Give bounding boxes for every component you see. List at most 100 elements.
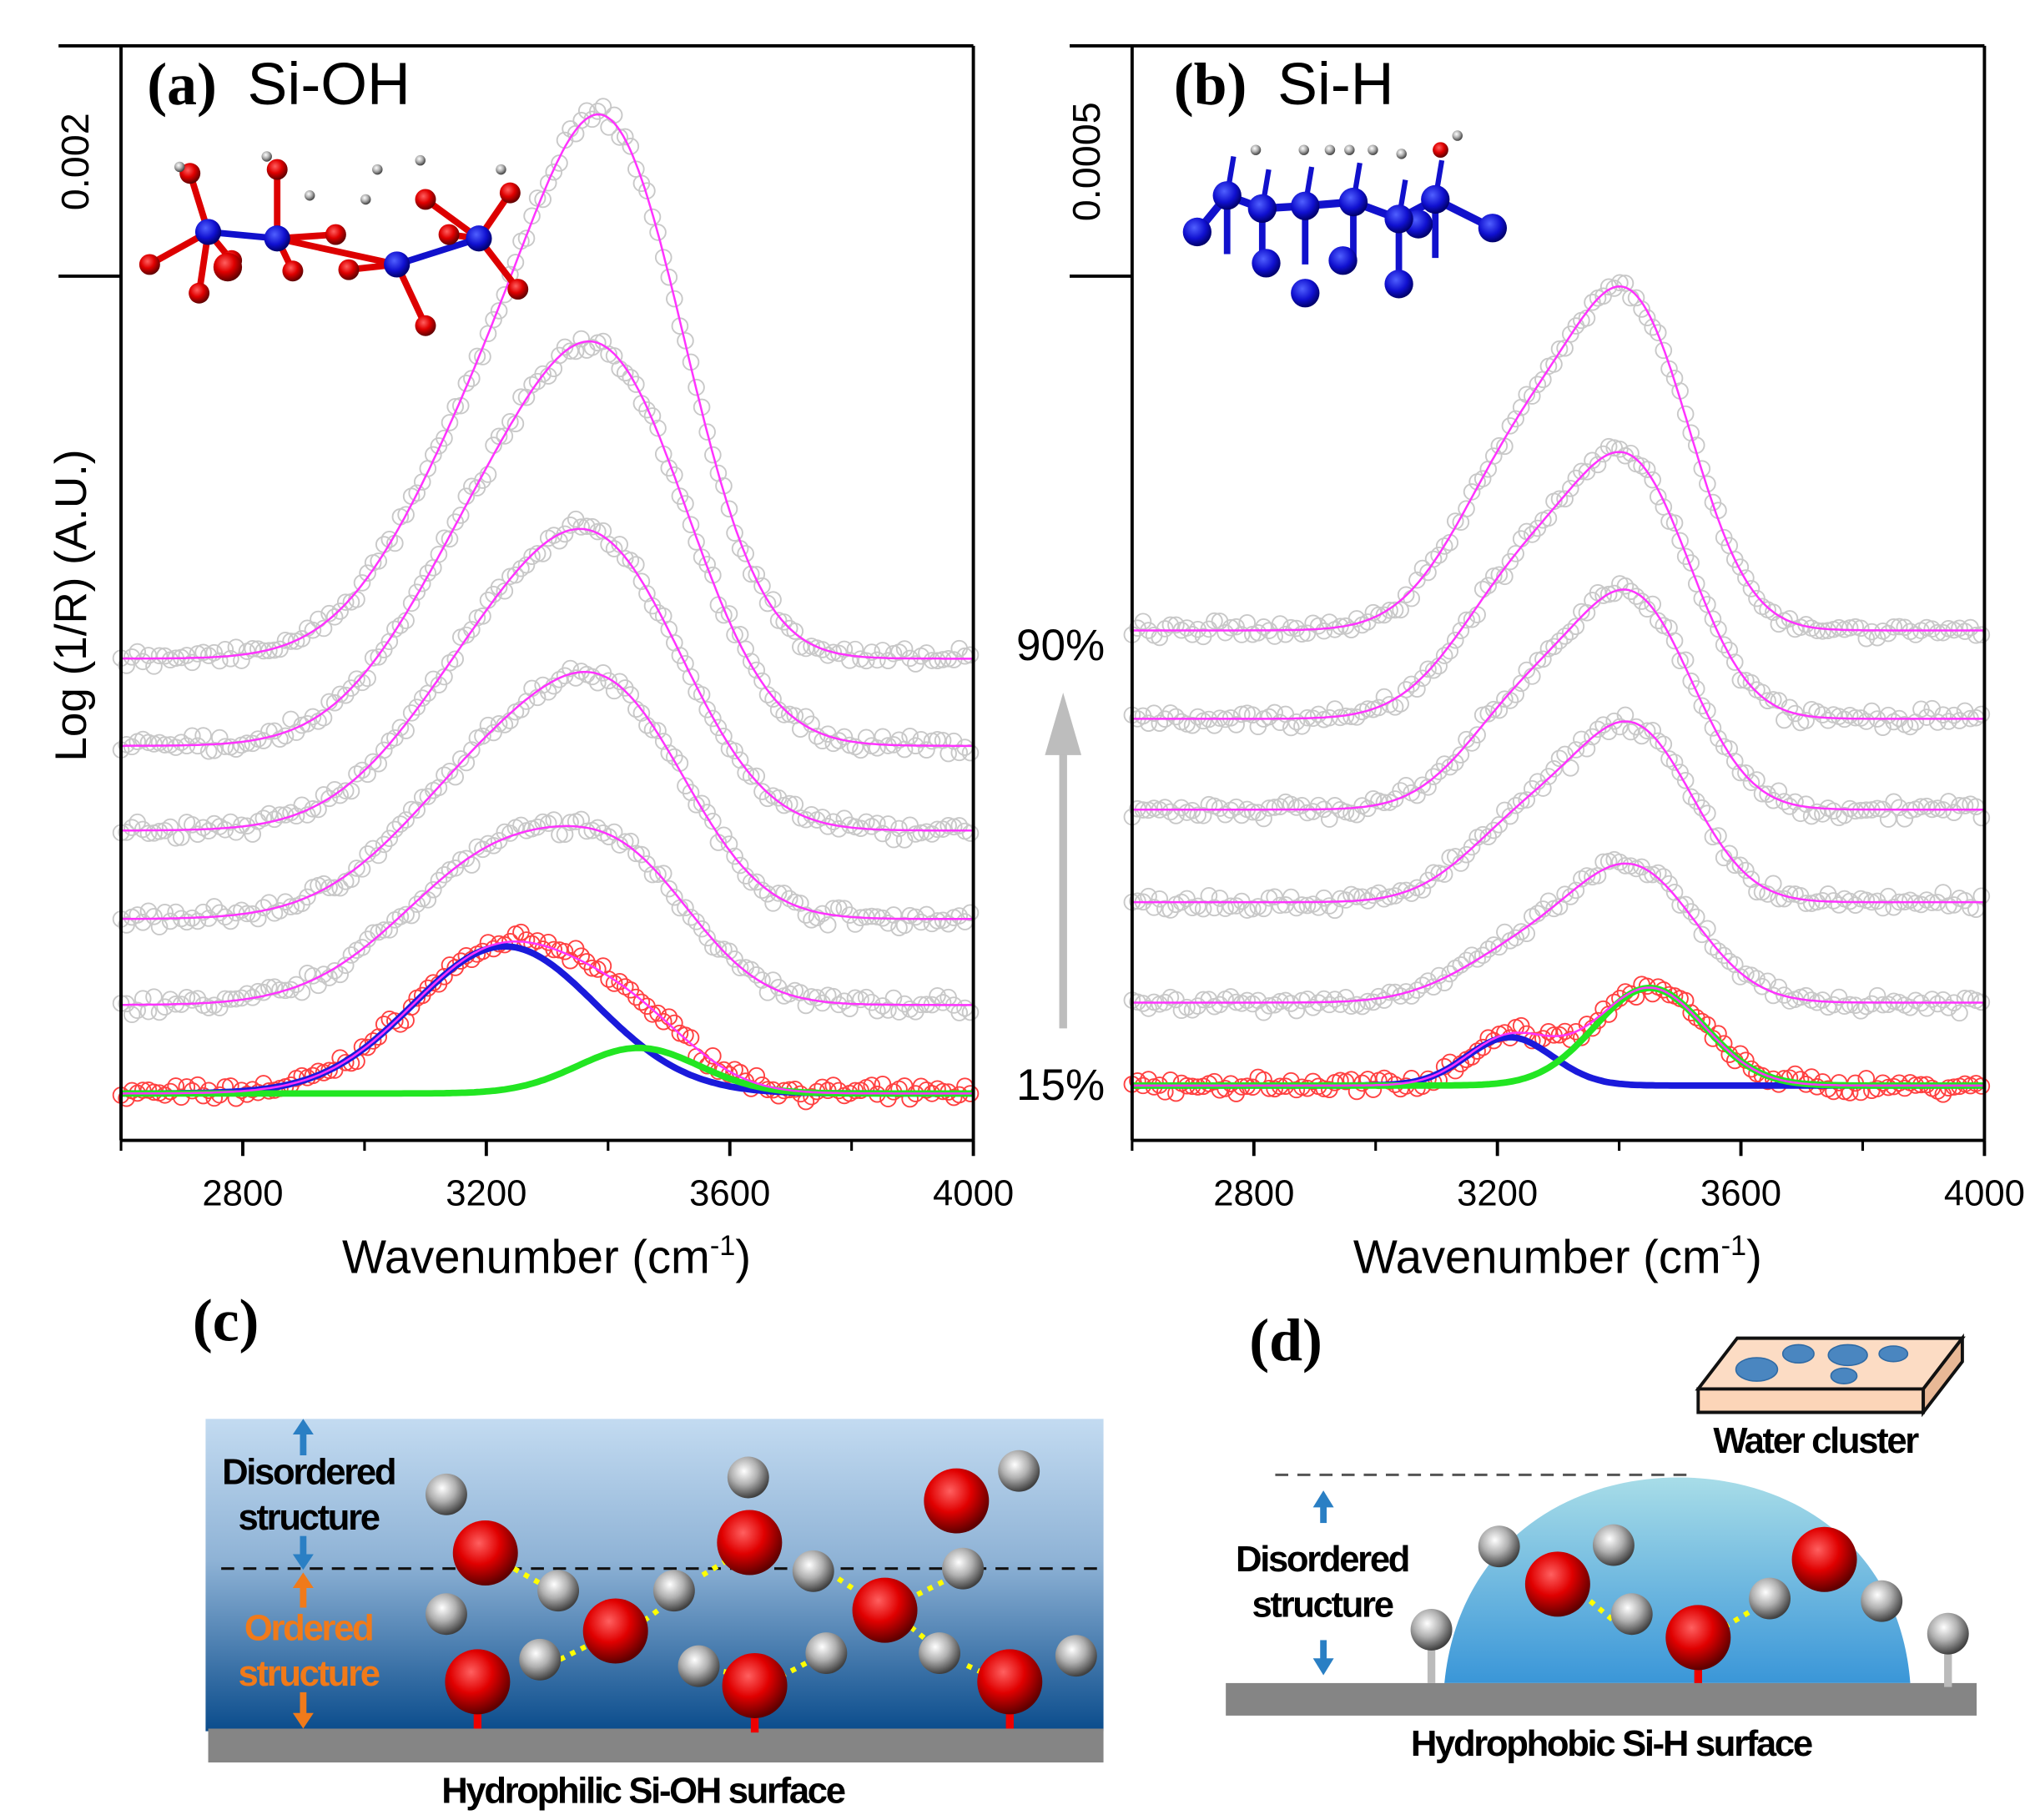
data-point [666, 290, 683, 308]
data-point [961, 646, 980, 664]
silicon-atom [384, 251, 411, 278]
panel-b-scale-bar-label: 0.0005 [1065, 102, 1108, 221]
water-droplet [1444, 1477, 1911, 1683]
data-point [244, 734, 262, 753]
data-point [1841, 619, 1859, 637]
data-point [1293, 896, 1311, 914]
data-point [562, 659, 579, 678]
data-point [189, 645, 207, 663]
x-tick-label: 4000 [933, 1173, 1014, 1214]
data-point [1347, 610, 1366, 628]
data-point [342, 679, 360, 697]
data-point [1435, 537, 1453, 555]
data-point [1550, 632, 1569, 650]
panel-a-title: (a) Si-OH [147, 51, 411, 118]
data-point [742, 768, 760, 785]
data-point [622, 138, 640, 155]
data-point [1644, 318, 1662, 336]
data-point [336, 782, 355, 799]
data-point [254, 642, 273, 660]
silicon-atom [194, 219, 222, 245]
data-point [145, 908, 163, 925]
panel-d-letter: (d) [1249, 1307, 1322, 1374]
data-point [457, 375, 476, 392]
data-point [1934, 706, 1952, 724]
data-point [1934, 623, 1952, 642]
data-point [1928, 623, 1947, 642]
data-point [1759, 885, 1776, 903]
hydrogen-atom [174, 161, 185, 173]
data-point [1622, 723, 1640, 741]
data-point [1227, 716, 1245, 734]
hydrogen-atom [496, 164, 506, 175]
x-tick-label: 2800 [1213, 1173, 1294, 1214]
data-point [1424, 768, 1443, 785]
data-point [1183, 716, 1201, 734]
data-point [1200, 887, 1218, 905]
hydrogen-atom [1368, 144, 1378, 155]
data-point [380, 921, 399, 939]
data-point [841, 906, 859, 924]
data-point [1584, 294, 1601, 311]
data-point [1972, 626, 1991, 643]
panel-b-letter: (b) [1174, 51, 1247, 118]
silicon-atom [1328, 246, 1358, 275]
hydrogen-atom [1250, 144, 1262, 155]
data-point [1556, 628, 1574, 645]
data-point [468, 347, 486, 366]
data-point [1638, 461, 1656, 478]
data-point [1375, 606, 1393, 624]
data-point [1885, 992, 1903, 1011]
data-point [693, 794, 711, 813]
data-point [912, 731, 930, 749]
data-point [227, 740, 245, 759]
data-point [1851, 619, 1870, 638]
data-point [1435, 974, 1453, 991]
fit-line-15% [121, 940, 974, 1095]
data-point [869, 739, 886, 757]
data-point [1539, 509, 1558, 527]
data-point [512, 559, 530, 577]
data-point [1616, 857, 1635, 875]
water-molecules-ordered [425, 1449, 1097, 1733]
data-point [254, 732, 273, 749]
data-point [1830, 896, 1848, 914]
data-point [474, 840, 491, 859]
data-point [545, 811, 563, 829]
data-point [364, 649, 382, 667]
data-point [688, 533, 705, 551]
data-point [1644, 471, 1662, 489]
data-point [1759, 785, 1776, 803]
data-point [1222, 897, 1240, 915]
oxygen-atom [452, 1520, 518, 1586]
data-point [446, 859, 465, 877]
data-point [638, 401, 656, 419]
data-point [1874, 996, 1891, 1014]
hydrogen-atom [519, 1638, 562, 1681]
hydrogen-atom [1410, 1609, 1453, 1651]
data-point [375, 921, 393, 939]
data-point [1463, 838, 1481, 856]
hydrogen-bond [1588, 1599, 1615, 1623]
data-point [1484, 821, 1503, 839]
data-point [1424, 550, 1443, 568]
silicon-atom [1247, 194, 1277, 224]
data-point [123, 1006, 141, 1024]
data-point [474, 727, 491, 745]
data-point [693, 920, 711, 938]
data-point [1912, 895, 1930, 914]
data-point [1753, 977, 1771, 996]
data-point [611, 972, 628, 991]
ordered-label: Ordered [244, 1607, 372, 1648]
data-point [167, 903, 184, 921]
oxygen-atom [415, 315, 436, 336]
data-point [156, 904, 174, 921]
silicon-atom [1421, 184, 1450, 214]
fit-line-trace3 [1131, 720, 1985, 904]
data-point [944, 818, 963, 836]
data-point [1370, 884, 1388, 902]
data-point [1397, 681, 1415, 698]
data-point [1232, 806, 1251, 824]
data-point [643, 208, 662, 226]
data-point [1424, 661, 1443, 679]
